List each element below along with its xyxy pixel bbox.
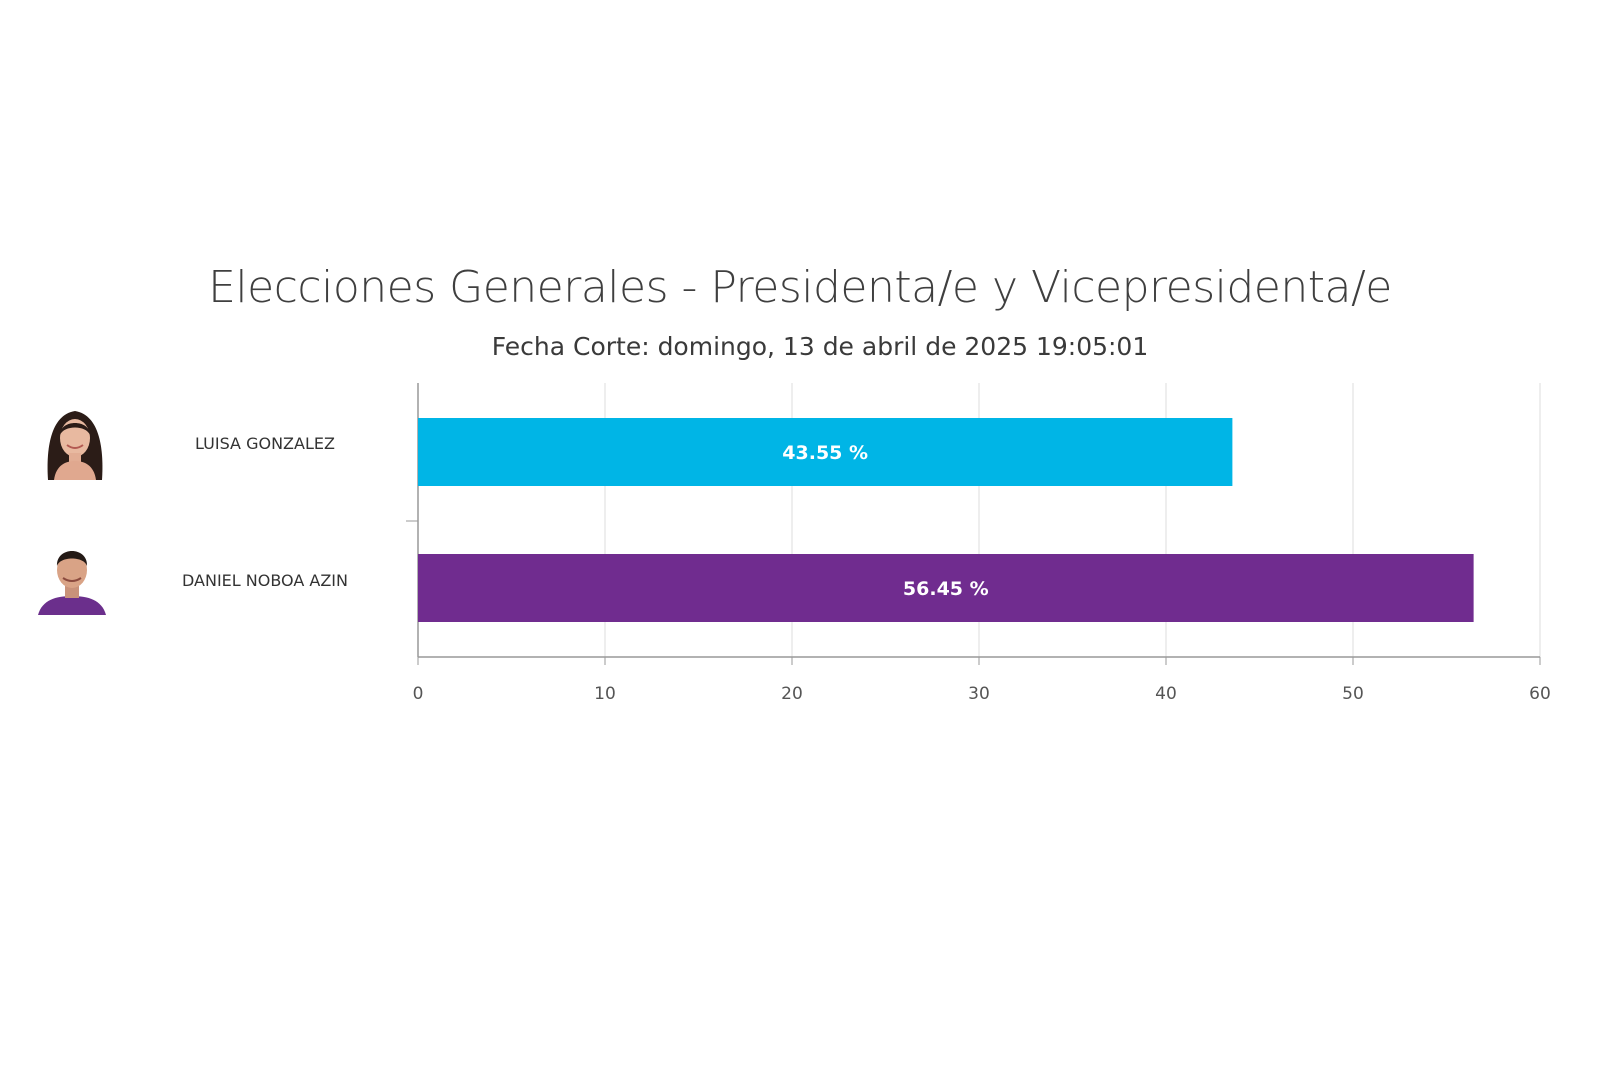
chart-title: Elecciones Generales - Presidenta/e y Vi… xyxy=(208,262,1392,313)
candidate-label-noboa: DANIEL NOBOA AZIN xyxy=(182,571,348,590)
bar-value-label: 56.45 % xyxy=(903,578,989,600)
candidate-label-gonzalez: LUISA GONZALEZ xyxy=(195,434,335,453)
x-tick-label: 10 xyxy=(594,684,616,704)
bar-gonzalez xyxy=(418,418,1233,486)
chart-subtitle: Fecha Corte: domingo, 13 de abril de 202… xyxy=(491,332,1149,361)
bar-value-label: 43.55 % xyxy=(782,442,868,464)
x-tick-label: 0 xyxy=(413,684,424,704)
x-tick-label: 30 xyxy=(968,684,990,704)
woman-portrait-icon xyxy=(47,411,103,480)
x-tick-label: 60 xyxy=(1529,684,1551,704)
x-tick-label: 40 xyxy=(1155,684,1177,704)
x-tick-label: 20 xyxy=(781,684,803,704)
man-portrait-icon xyxy=(38,551,106,615)
bar-noboa xyxy=(418,554,1474,622)
x-tick-label: 50 xyxy=(1342,684,1364,704)
